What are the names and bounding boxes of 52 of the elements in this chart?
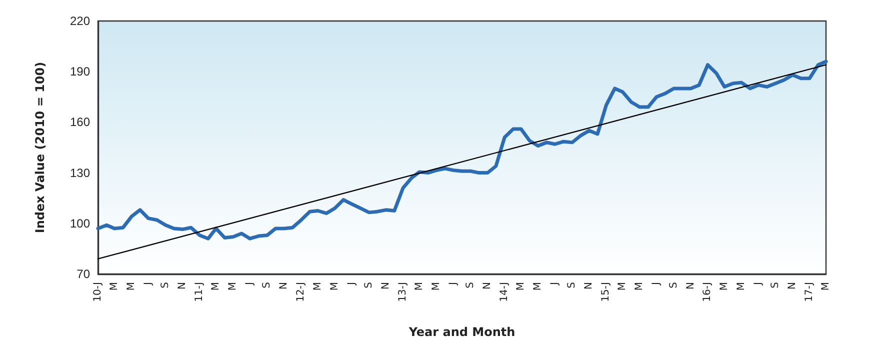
x-tick-label: 11-J	[194, 282, 206, 302]
x-tick-label: M	[329, 282, 340, 291]
x-tick-label: 15-J	[600, 282, 612, 302]
x-tick-label: M	[820, 282, 832, 291]
x-tick-label: J	[549, 282, 560, 286]
x-tick-label: 10-J	[92, 282, 104, 302]
y-tick-label: 220	[70, 14, 90, 28]
y-tick-label: 130	[70, 166, 90, 180]
x-tick-label: M	[414, 282, 425, 291]
x-tick-label: J	[346, 282, 358, 286]
x-tick-label: S	[160, 282, 172, 288]
x-tick-label: J	[244, 282, 256, 286]
x-tick-label: 14-J	[499, 282, 510, 302]
x-tick-label: M	[515, 282, 526, 291]
x-tick-label: J	[142, 282, 154, 286]
x-tick-label: S	[465, 282, 476, 288]
x-tick-label: M	[126, 282, 137, 291]
x-tick-label: M	[430, 282, 442, 291]
x-tick-label: N	[380, 282, 392, 290]
x-tick-label: S	[566, 282, 578, 288]
y-tick-label: 70	[76, 267, 90, 281]
x-tick-label: 16-J	[702, 282, 714, 302]
x-tick-label: S	[364, 282, 375, 288]
y-tick-label: 160	[70, 115, 90, 130]
y-tick-label: 190	[70, 64, 90, 79]
x-tick-label: J	[651, 282, 662, 286]
x-tick-label: 13-J	[398, 282, 409, 302]
x-tick-label: J	[752, 282, 764, 286]
x-tick-label: M	[718, 282, 730, 291]
x-tick-label: 12-J	[296, 282, 307, 302]
x-tick-label: M	[227, 282, 238, 291]
x-tick-label: M	[532, 282, 544, 291]
x-tick-label: S	[668, 282, 680, 288]
x-tick-label: N	[685, 282, 696, 290]
x-tick-label: M	[108, 282, 120, 291]
x-tick-label: M	[617, 282, 628, 291]
x-tick-label: N	[278, 282, 290, 290]
x-tick-label: M	[210, 282, 222, 291]
x-tick-label: M	[312, 282, 324, 291]
x-axis-title: Year and Month	[408, 325, 516, 339]
x-tick-label: M	[736, 282, 747, 291]
x-tick-label: N	[787, 282, 798, 290]
y-axis-title: Index Value (2010 = 100)	[33, 62, 47, 234]
y-tick-label: 100	[70, 216, 90, 230]
x-tick-label: S	[262, 282, 273, 288]
x-tick-label: N	[177, 282, 188, 290]
x-tick-label: N	[584, 282, 595, 290]
x-tick-label: 17-J	[804, 282, 816, 302]
x-tick-label: N	[482, 282, 494, 290]
x-tick-label: J	[448, 282, 459, 286]
x-tick-label: M	[634, 282, 646, 291]
x-tick-label: S	[770, 282, 782, 288]
